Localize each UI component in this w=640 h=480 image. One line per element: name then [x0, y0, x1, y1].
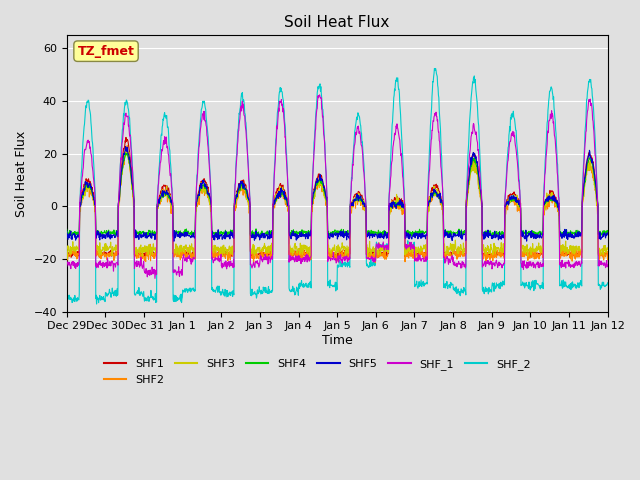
SHF_1: [151, 276, 159, 281]
SHF3: [181, 243, 189, 249]
SHF1: [63, 250, 70, 255]
SHF2: [408, 246, 415, 252]
SHF2: [548, 198, 556, 204]
SHF3: [63, 248, 70, 254]
SHF1: [122, 134, 130, 140]
SHF5: [548, 196, 556, 202]
SHF5: [63, 228, 70, 234]
SHF2: [604, 257, 611, 263]
SHF5: [244, 195, 252, 201]
SHF5: [466, 170, 474, 176]
SHF_2: [180, 289, 188, 295]
SHF_2: [548, 85, 556, 91]
Line: SHF_2: SHF_2: [67, 69, 607, 304]
SHF5: [408, 236, 415, 241]
SHF_2: [407, 244, 415, 250]
SHF3: [604, 246, 611, 252]
SHF_2: [432, 66, 440, 72]
Text: TZ_fmet: TZ_fmet: [77, 45, 134, 58]
SHF3: [466, 178, 474, 184]
Line: SHF4: SHF4: [67, 153, 607, 237]
SHF_2: [244, 156, 252, 162]
SHF_1: [604, 263, 611, 268]
SHF2: [63, 248, 70, 254]
SHF2: [466, 178, 474, 184]
Line: SHF2: SHF2: [67, 145, 607, 264]
SHF1: [604, 253, 611, 259]
SHF2: [244, 197, 252, 203]
SHF3: [548, 198, 556, 204]
SHF_1: [381, 247, 388, 253]
SHF4: [124, 150, 131, 156]
SHF4: [181, 228, 189, 234]
SHF5: [170, 239, 178, 244]
Title: Soil Heat Flux: Soil Heat Flux: [285, 15, 390, 30]
SHF4: [408, 230, 415, 236]
SHF5: [604, 230, 611, 236]
SHF1: [466, 173, 474, 179]
Line: SHF1: SHF1: [67, 137, 607, 258]
Legend: SHF1, SHF2, SHF3, SHF4, SHF5, SHF_1, SHF_2: SHF1, SHF2, SHF3, SHF4, SHF5, SHF_1, SHF…: [99, 355, 535, 389]
SHF5: [381, 234, 388, 240]
SHF_1: [408, 240, 415, 245]
SHF4: [604, 228, 611, 234]
SHF1: [408, 249, 415, 254]
SHF4: [170, 234, 178, 240]
SHF3: [63, 255, 71, 261]
SHF4: [548, 196, 556, 202]
SHF4: [63, 227, 70, 232]
SHF_1: [63, 263, 70, 269]
SHF2: [180, 252, 188, 258]
SHF_1: [180, 256, 188, 262]
X-axis label: Time: Time: [322, 334, 353, 347]
SHF4: [381, 231, 388, 237]
SHF_1: [316, 92, 323, 98]
SHF1: [244, 192, 252, 198]
SHF1: [548, 189, 556, 195]
SHF5: [181, 229, 189, 235]
SHF1: [337, 255, 344, 261]
SHF3: [122, 147, 129, 153]
SHF3: [381, 246, 388, 252]
SHF4: [244, 196, 252, 202]
SHF2: [381, 256, 388, 262]
SHF_2: [380, 243, 388, 249]
SHF2: [124, 143, 131, 148]
SHF3: [244, 198, 252, 204]
SHF1: [381, 250, 388, 256]
SHF_2: [466, 120, 474, 126]
SHF_1: [548, 108, 556, 114]
SHF_2: [93, 301, 100, 307]
SHF4: [466, 173, 474, 179]
SHF_1: [244, 161, 252, 167]
SHF3: [408, 244, 415, 250]
Line: SHF_1: SHF_1: [67, 95, 607, 278]
SHF2: [250, 261, 257, 267]
SHF5: [122, 144, 129, 149]
Y-axis label: Soil Heat Flux: Soil Heat Flux: [15, 131, 28, 216]
Line: SHF5: SHF5: [67, 146, 607, 241]
SHF_2: [63, 295, 70, 300]
Line: SHF3: SHF3: [67, 150, 607, 258]
SHF_2: [604, 280, 611, 286]
SHF_1: [466, 153, 474, 158]
SHF1: [180, 252, 188, 258]
